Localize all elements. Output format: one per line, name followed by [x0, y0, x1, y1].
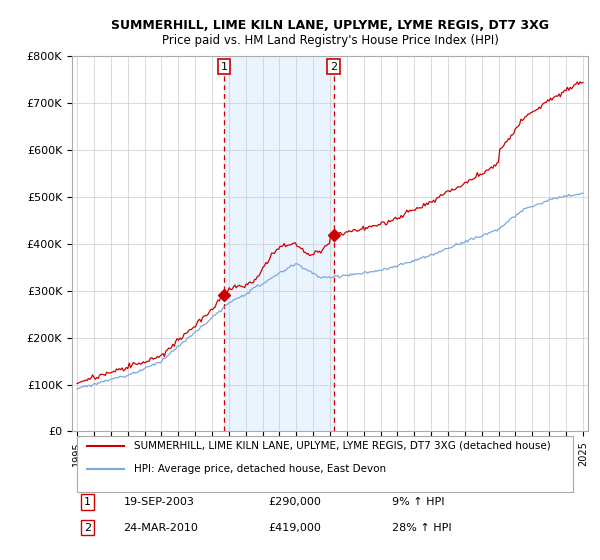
Text: 28% ↑ HPI: 28% ↑ HPI: [392, 522, 452, 533]
Text: 2: 2: [84, 522, 91, 533]
Text: 2: 2: [330, 62, 337, 72]
Text: £419,000: £419,000: [268, 522, 321, 533]
Text: 19-SEP-2003: 19-SEP-2003: [124, 497, 194, 507]
Text: SUMMERHILL, LIME KILN LANE, UPLYME, LYME REGIS, DT7 3XG: SUMMERHILL, LIME KILN LANE, UPLYME, LYME…: [111, 18, 549, 32]
Text: SUMMERHILL, LIME KILN LANE, UPLYME, LYME REGIS, DT7 3XG (detached house): SUMMERHILL, LIME KILN LANE, UPLYME, LYME…: [134, 441, 551, 451]
Text: HPI: Average price, detached house, East Devon: HPI: Average price, detached house, East…: [134, 464, 386, 474]
Text: 24-MAR-2010: 24-MAR-2010: [124, 522, 199, 533]
Text: £290,000: £290,000: [268, 497, 321, 507]
Text: 9% ↑ HPI: 9% ↑ HPI: [392, 497, 445, 507]
Text: Price paid vs. HM Land Registry's House Price Index (HPI): Price paid vs. HM Land Registry's House …: [161, 34, 499, 48]
Bar: [224, 56, 334, 431]
FancyBboxPatch shape: [77, 436, 572, 492]
Text: 1: 1: [84, 497, 91, 507]
Text: 1: 1: [221, 62, 227, 72]
